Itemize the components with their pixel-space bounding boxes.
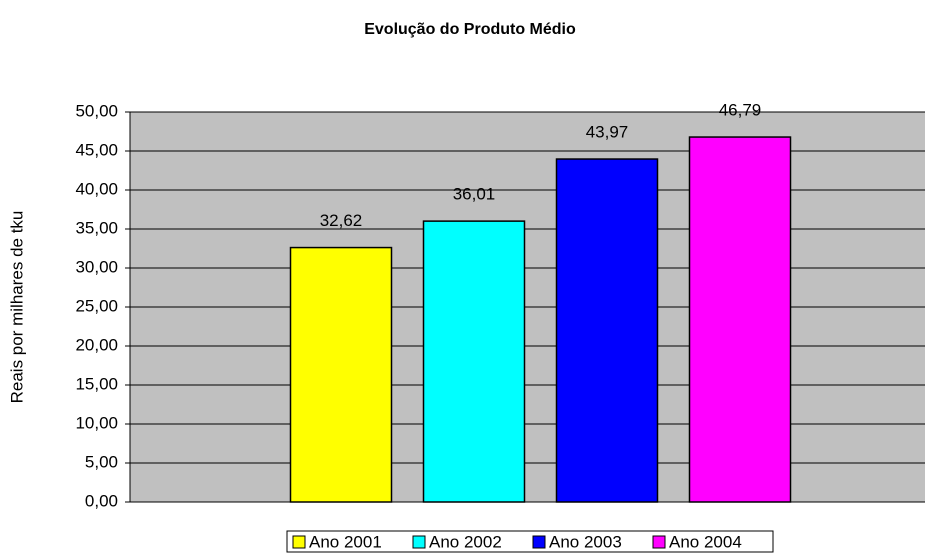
y-tick-label: 40,00 [75, 179, 118, 198]
legend-swatch [412, 535, 426, 549]
legend-box [286, 530, 774, 553]
legend-label: Ano 2003 [549, 532, 622, 551]
legend-label: Ano 2004 [669, 532, 742, 551]
bar [555, 158, 659, 503]
y-tick-label: 25,00 [75, 296, 118, 315]
bar [688, 136, 792, 503]
bar [289, 246, 393, 503]
y-axis-label: Reais por milhares de tku [7, 211, 26, 404]
legend-swatch [292, 535, 306, 549]
data-label: 46,79 [719, 101, 762, 120]
y-tick-label: 50,00 [75, 101, 118, 120]
data-label: 32,62 [320, 211, 363, 230]
y-tick-label: 45,00 [75, 140, 118, 159]
y-tick-label: 20,00 [75, 335, 118, 354]
y-tick-label: 10,00 [75, 413, 118, 432]
bar [422, 220, 526, 503]
y-tick-label: 15,00 [75, 374, 118, 393]
legend-swatch [532, 535, 546, 549]
y-tick-label: 35,00 [75, 218, 118, 237]
y-tick-label: 5,00 [85, 452, 118, 471]
y-tick-label: 30,00 [75, 257, 118, 276]
chart-title: Evolução do Produto Médio [364, 21, 576, 38]
data-label: 43,97 [586, 123, 629, 142]
y-tick-label: 0,00 [85, 491, 118, 510]
legend-swatch [652, 535, 666, 549]
legend-label: Ano 2002 [429, 532, 502, 551]
data-label: 36,01 [453, 185, 496, 204]
legend-label: Ano 2001 [309, 532, 382, 551]
